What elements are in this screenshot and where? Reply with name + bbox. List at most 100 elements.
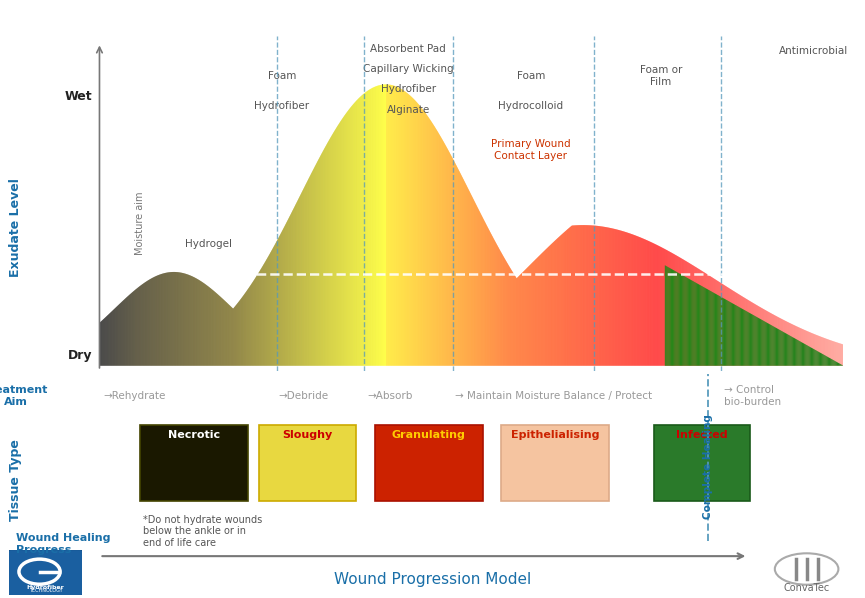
FancyBboxPatch shape <box>140 425 248 501</box>
Polygon shape <box>811 347 812 366</box>
Polygon shape <box>739 307 740 366</box>
Polygon shape <box>731 303 732 366</box>
Text: Hydrocolloid: Hydrocolloid <box>498 101 563 111</box>
Text: →Rehydrate: →Rehydrate <box>103 391 165 401</box>
Polygon shape <box>689 279 690 366</box>
Polygon shape <box>792 337 793 366</box>
Text: Antimicrobial: Antimicrobial <box>779 46 849 56</box>
Text: Tissue Type: Tissue Type <box>9 439 22 521</box>
Polygon shape <box>770 324 771 366</box>
Text: ConvaTec: ConvaTec <box>784 583 830 593</box>
Polygon shape <box>835 361 836 366</box>
Polygon shape <box>751 314 752 366</box>
Polygon shape <box>774 327 775 366</box>
Text: Wound Progression Model: Wound Progression Model <box>334 572 531 587</box>
Polygon shape <box>699 285 700 366</box>
Polygon shape <box>708 290 709 366</box>
Text: Treatment
Aim: Treatment Aim <box>0 385 48 407</box>
Polygon shape <box>825 356 826 366</box>
Polygon shape <box>669 267 670 366</box>
Polygon shape <box>818 352 819 366</box>
Polygon shape <box>832 359 833 366</box>
Polygon shape <box>754 316 755 366</box>
Polygon shape <box>763 321 764 366</box>
Polygon shape <box>692 280 693 366</box>
Polygon shape <box>698 284 699 366</box>
Polygon shape <box>670 269 671 366</box>
Text: Hydrofiber: Hydrofiber <box>381 84 436 94</box>
Polygon shape <box>812 348 813 366</box>
Text: →Debride: →Debride <box>278 391 328 401</box>
Polygon shape <box>785 333 786 366</box>
Text: Moisture aim: Moisture aim <box>136 192 145 255</box>
Polygon shape <box>734 304 735 366</box>
Polygon shape <box>730 302 731 366</box>
Polygon shape <box>745 310 746 366</box>
Polygon shape <box>678 273 679 366</box>
Text: Hydrofiber: Hydrofiber <box>27 585 64 590</box>
FancyBboxPatch shape <box>654 425 751 501</box>
Polygon shape <box>762 320 763 366</box>
Polygon shape <box>735 304 736 366</box>
Polygon shape <box>695 282 696 366</box>
Polygon shape <box>821 353 822 366</box>
Polygon shape <box>801 342 802 366</box>
Polygon shape <box>744 310 745 366</box>
Polygon shape <box>822 353 823 366</box>
Text: Dry: Dry <box>67 349 92 362</box>
Polygon shape <box>809 346 810 366</box>
Polygon shape <box>668 267 669 366</box>
Text: *Do not hydrate wounds
below the ankle or in
end of life care: *Do not hydrate wounds below the ankle o… <box>143 515 262 548</box>
Text: Necrotic: Necrotic <box>169 430 221 440</box>
Text: Complete Healing: Complete Healing <box>702 414 713 519</box>
Text: → Maintain Moisture Balance / Protect: → Maintain Moisture Balance / Protect <box>455 391 652 401</box>
Polygon shape <box>781 331 782 366</box>
Polygon shape <box>721 297 722 366</box>
Text: Sloughy: Sloughy <box>283 430 333 440</box>
Polygon shape <box>666 266 667 366</box>
Polygon shape <box>707 289 708 366</box>
Text: Wound Healing
Progress: Wound Healing Progress <box>16 533 110 555</box>
Polygon shape <box>768 324 769 366</box>
Polygon shape <box>740 308 741 366</box>
Polygon shape <box>712 291 713 366</box>
Text: Hydrogel: Hydrogel <box>185 239 232 249</box>
Polygon shape <box>704 288 705 366</box>
Polygon shape <box>787 334 788 366</box>
Polygon shape <box>747 312 748 366</box>
Polygon shape <box>725 299 726 366</box>
Polygon shape <box>723 298 724 366</box>
Polygon shape <box>816 350 817 366</box>
Polygon shape <box>684 276 685 366</box>
Polygon shape <box>803 343 804 366</box>
Polygon shape <box>701 285 702 366</box>
Polygon shape <box>667 266 668 366</box>
FancyBboxPatch shape <box>6 548 85 597</box>
Polygon shape <box>718 295 719 366</box>
Polygon shape <box>714 293 715 366</box>
Polygon shape <box>790 335 791 366</box>
Text: Hydrofiber: Hydrofiber <box>254 101 310 111</box>
Polygon shape <box>771 325 772 366</box>
Polygon shape <box>820 353 821 366</box>
Polygon shape <box>738 306 739 366</box>
Polygon shape <box>760 319 761 366</box>
Polygon shape <box>837 362 838 366</box>
Polygon shape <box>789 335 790 366</box>
Polygon shape <box>794 338 795 366</box>
Polygon shape <box>775 327 776 366</box>
Polygon shape <box>827 356 828 366</box>
Polygon shape <box>671 269 672 366</box>
Polygon shape <box>767 323 768 366</box>
Polygon shape <box>778 329 779 366</box>
Polygon shape <box>758 318 759 366</box>
Polygon shape <box>777 328 778 366</box>
Polygon shape <box>756 317 757 366</box>
Polygon shape <box>834 360 835 366</box>
Polygon shape <box>828 357 829 366</box>
Polygon shape <box>823 355 824 366</box>
Polygon shape <box>810 347 811 366</box>
Polygon shape <box>798 340 799 366</box>
Text: Alginate: Alginate <box>387 105 430 115</box>
Polygon shape <box>722 298 723 366</box>
